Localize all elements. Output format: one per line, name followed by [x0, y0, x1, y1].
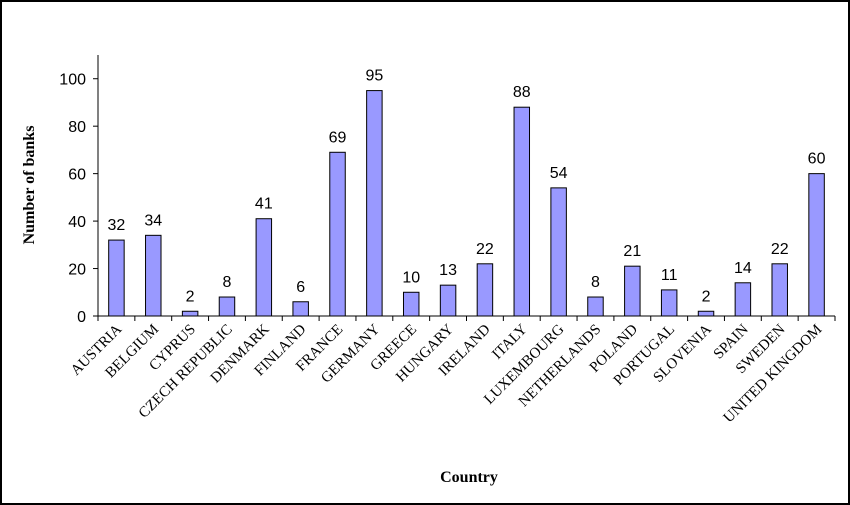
bar — [439, 284, 457, 317]
y-tick-label: 60 — [68, 167, 86, 184]
bar — [366, 90, 383, 317]
bar — [181, 310, 199, 317]
bar — [550, 187, 567, 317]
value-label: 11 — [661, 267, 678, 284]
value-label: 54 — [550, 165, 568, 182]
value-label: 69 — [329, 129, 347, 146]
value-label: 41 — [255, 196, 273, 213]
bar — [734, 282, 752, 317]
bar — [697, 310, 715, 317]
bar — [108, 239, 125, 317]
y-tick-label: 20 — [68, 262, 86, 279]
bar — [145, 234, 162, 317]
value-label: 8 — [591, 274, 600, 291]
value-label: 88 — [513, 84, 531, 101]
bar — [476, 263, 494, 317]
bar — [329, 151, 346, 317]
bar — [660, 289, 678, 317]
y-tick-label: 80 — [68, 119, 86, 136]
bar — [218, 296, 236, 317]
y-tick-label: 0 — [77, 309, 86, 326]
value-label: 2 — [702, 288, 711, 305]
value-label: 10 — [402, 269, 420, 286]
value-label: 32 — [108, 217, 126, 234]
value-label: 2 — [186, 288, 195, 305]
bar — [808, 173, 825, 317]
value-label: 60 — [808, 151, 826, 168]
y-tick-label: 40 — [68, 214, 86, 231]
bar — [771, 263, 788, 317]
value-label: 14 — [734, 260, 752, 277]
y-tick-label: 100 — [59, 72, 86, 89]
value-label: 6 — [296, 279, 305, 296]
bar — [255, 218, 273, 317]
bar — [402, 291, 420, 317]
value-label: 22 — [476, 241, 494, 258]
value-label: 95 — [365, 68, 383, 85]
value-label: 22 — [771, 241, 789, 258]
x-axis-title: Country — [440, 469, 498, 486]
bar — [513, 106, 531, 317]
value-label: 21 — [623, 243, 641, 260]
value-label: 13 — [439, 262, 457, 279]
value-label: 8 — [223, 274, 232, 291]
value-label: 34 — [144, 212, 162, 229]
bar — [587, 296, 604, 317]
bar — [292, 301, 309, 317]
y-axis-title: Number of banks — [21, 126, 38, 245]
bar — [624, 265, 641, 317]
